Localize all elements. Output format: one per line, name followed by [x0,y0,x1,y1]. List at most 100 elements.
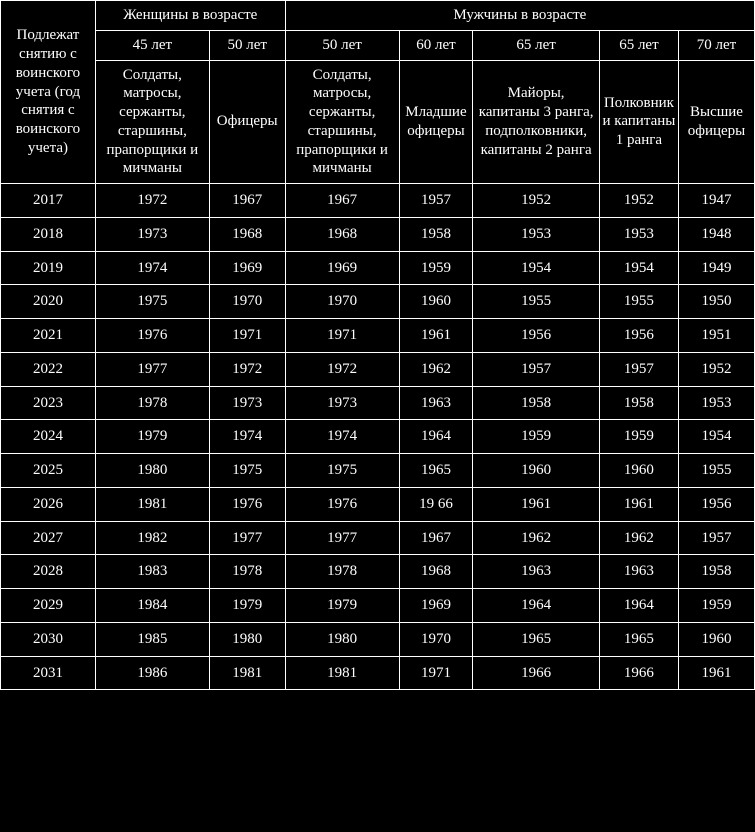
table-cell: 1955 [678,454,754,488]
table-row: 20201975197019701960195519551950 [1,285,755,319]
header-women-rank-soldiers: Солдаты, матросы, сержанты, старшины, пр… [95,60,209,184]
table-cell: 1953 [678,386,754,420]
table-cell: 1959 [399,251,473,285]
table-cell: 1971 [209,319,285,353]
table-cell: 1980 [95,454,209,488]
header-men-group: Мужчины в возрасте [285,1,754,31]
table-cell: 1977 [95,352,209,386]
table-cell: 1958 [599,386,678,420]
table-cell: 1975 [209,454,285,488]
header-men-age-65b: 65 лет [599,30,678,60]
table-cell: 1966 [473,656,600,690]
table-cell: 2026 [1,487,96,521]
table-cell: 1966 [599,656,678,690]
table-cell: 1984 [95,589,209,623]
table-cell: 1959 [678,589,754,623]
table-cell: 1986 [95,656,209,690]
table-cell: 1960 [678,622,754,656]
table-cell: 1956 [678,487,754,521]
table-cell: 2027 [1,521,96,555]
table-cell: 1975 [285,454,399,488]
table-cell: 1965 [473,622,600,656]
table-cell: 2029 [1,589,96,623]
table-row: 20211976197119711961195619561951 [1,319,755,353]
table-cell: 1978 [285,555,399,589]
table-row: 20181973196819681958195319531948 [1,217,755,251]
table-cell: 2022 [1,352,96,386]
table-cell: 1977 [209,521,285,555]
table-cell: 1971 [399,656,473,690]
table-cell: 1960 [599,454,678,488]
table-row: 20251980197519751965196019601955 [1,454,755,488]
table-row: 20191974196919691959195419541949 [1,251,755,285]
table-cell: 1956 [599,319,678,353]
table-cell: 1974 [95,251,209,285]
table-cell: 1960 [473,454,600,488]
table-cell: 1958 [399,217,473,251]
table-cell: 1974 [285,420,399,454]
table-row: 202619811976197619 66196119611956 [1,487,755,521]
table-cell: 1964 [599,589,678,623]
table-cell: 1979 [95,420,209,454]
table-cell: 1961 [473,487,600,521]
table-cell: 2024 [1,420,96,454]
table-cell: 1953 [473,217,600,251]
table-row: 20171972196719671957195219521947 [1,184,755,218]
header-men-age-65a: 65 лет [473,30,600,60]
table-cell: 1953 [599,217,678,251]
table-row: 20301985198019801970196519651960 [1,622,755,656]
table-cell: 1973 [285,386,399,420]
table-cell: 1949 [678,251,754,285]
table-cell: 1980 [285,622,399,656]
table-cell: 1976 [209,487,285,521]
table-cell: 1952 [473,184,600,218]
table-cell: 2028 [1,555,96,589]
table-cell: 1958 [473,386,600,420]
header-men-rank-colonels: Полковники капитаны 1 ранга [599,60,678,184]
table-cell: 1980 [209,622,285,656]
table-cell: 1981 [95,487,209,521]
table-row: 20281983197819781968196319631958 [1,555,755,589]
table-cell: 1963 [399,386,473,420]
table-cell: 1959 [599,420,678,454]
header-men-rank-soldiers: Солдаты, матросы, сержанты, старшины, пр… [285,60,399,184]
header-women-age-45: 45 лет [95,30,209,60]
table-cell: 1967 [209,184,285,218]
table-cell: 1963 [473,555,600,589]
table-cell: 1951 [678,319,754,353]
table-cell: 1976 [285,487,399,521]
table-cell: 1969 [399,589,473,623]
table-cell: 2023 [1,386,96,420]
table-cell: 2031 [1,656,96,690]
table-row: 20291984197919791969196419641959 [1,589,755,623]
table-cell: 1971 [285,319,399,353]
table-cell: 1983 [95,555,209,589]
table-cell: 1967 [399,521,473,555]
table-cell: 1955 [473,285,600,319]
table-row: 20221977197219721962195719571952 [1,352,755,386]
table-cell: 1963 [599,555,678,589]
table-cell: 1982 [95,521,209,555]
table-cell: 1977 [285,521,399,555]
table-cell: 2017 [1,184,96,218]
table-row: 20231978197319731963195819581953 [1,386,755,420]
table-cell: 2018 [1,217,96,251]
header-men-rank-senior-officers: Высшие офицеры [678,60,754,184]
table-cell: 1968 [399,555,473,589]
table-cell: 1981 [209,656,285,690]
table-cell: 1970 [399,622,473,656]
table-cell: 1965 [599,622,678,656]
table-cell: 1956 [473,319,600,353]
table-cell: 1954 [678,420,754,454]
table-cell: 1976 [95,319,209,353]
table-cell: 1950 [678,285,754,319]
table-cell: 1970 [209,285,285,319]
table-cell: 1973 [209,386,285,420]
table-cell: 1968 [209,217,285,251]
table-cell: 1972 [285,352,399,386]
table-cell: 1972 [209,352,285,386]
table-cell: 1978 [209,555,285,589]
header-women-age-50: 50 лет [209,30,285,60]
table-cell: 1960 [399,285,473,319]
table-cell: 1957 [473,352,600,386]
